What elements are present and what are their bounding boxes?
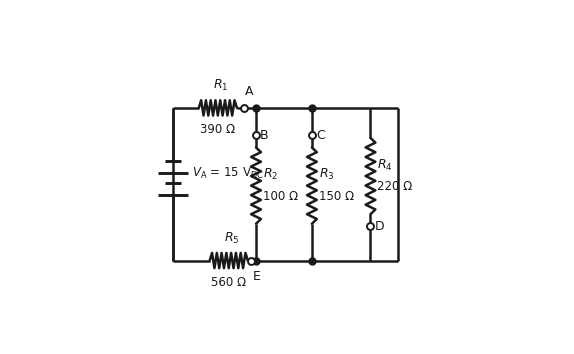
Text: 390 Ω: 390 Ω <box>200 123 235 136</box>
Text: $R_4$: $R_4$ <box>377 158 393 173</box>
Text: 100 Ω: 100 Ω <box>263 190 298 203</box>
Text: $V_{\rm A}$ = 15 V$_{\rm DC}$: $V_{\rm A}$ = 15 V$_{\rm DC}$ <box>192 166 264 181</box>
Text: 560 Ω: 560 Ω <box>211 275 246 289</box>
Text: $R_2$: $R_2$ <box>263 167 278 182</box>
Text: B: B <box>260 129 269 142</box>
Text: 220 Ω: 220 Ω <box>377 181 413 193</box>
Text: A: A <box>245 85 254 98</box>
Text: $R_5$: $R_5$ <box>224 230 239 246</box>
Text: $R_1$: $R_1$ <box>213 78 228 93</box>
Text: 150 Ω: 150 Ω <box>319 190 354 203</box>
Text: E: E <box>253 270 261 283</box>
Text: $R_3$: $R_3$ <box>319 167 334 182</box>
Text: C: C <box>316 129 325 142</box>
Text: D: D <box>375 220 384 233</box>
